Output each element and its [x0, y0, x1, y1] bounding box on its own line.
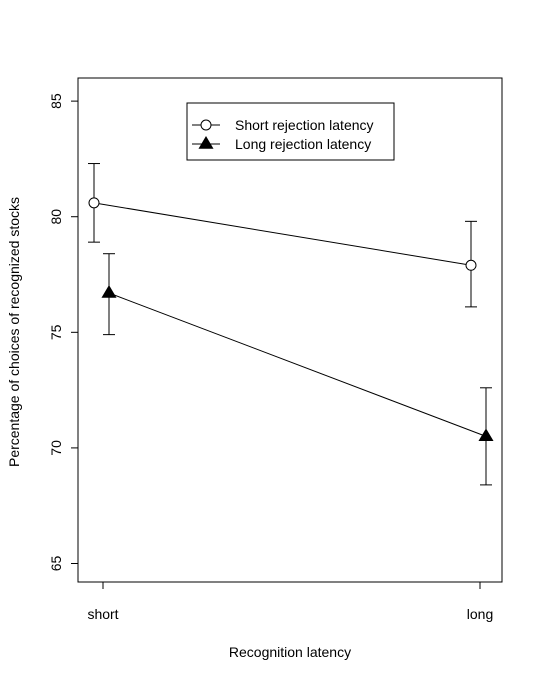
x-tick-label: long [467, 606, 493, 622]
y-axis-label: Percentage of choices of recognized stoc… [6, 197, 22, 467]
legend-entries: Short rejection latency Long rejection la… [192, 117, 374, 152]
x-axis-label: Recognition latency [229, 644, 351, 660]
data-point [88, 197, 100, 209]
y-tick-label: 70 [48, 440, 64, 456]
legend-box [186, 102, 395, 161]
legend-marker [198, 136, 214, 149]
y-tick-label: 85 [48, 93, 64, 109]
y-tick-label: 80 [48, 209, 64, 225]
series-group [101, 253, 494, 486]
data-point [465, 259, 477, 271]
series-group [88, 163, 477, 308]
y-axis: 65 70 75 80 85 [48, 93, 78, 571]
series-layer [88, 163, 494, 486]
legend-marker [200, 119, 212, 131]
legend-label: Short rejection latency [235, 117, 374, 133]
y-tick-label: 65 [48, 556, 64, 572]
y-tick-label: 75 [48, 324, 64, 340]
data-point [478, 428, 494, 442]
legend: Short rejection latency Long rejection la… [186, 102, 395, 161]
series-line [93, 202, 472, 266]
data-point [101, 285, 117, 298]
plot-area-frame [77, 77, 503, 583]
legend-label: Long rejection latency [235, 136, 371, 152]
series-line [108, 292, 487, 437]
x-axis: short long [87, 582, 493, 622]
x-tick-label: short [87, 606, 118, 622]
